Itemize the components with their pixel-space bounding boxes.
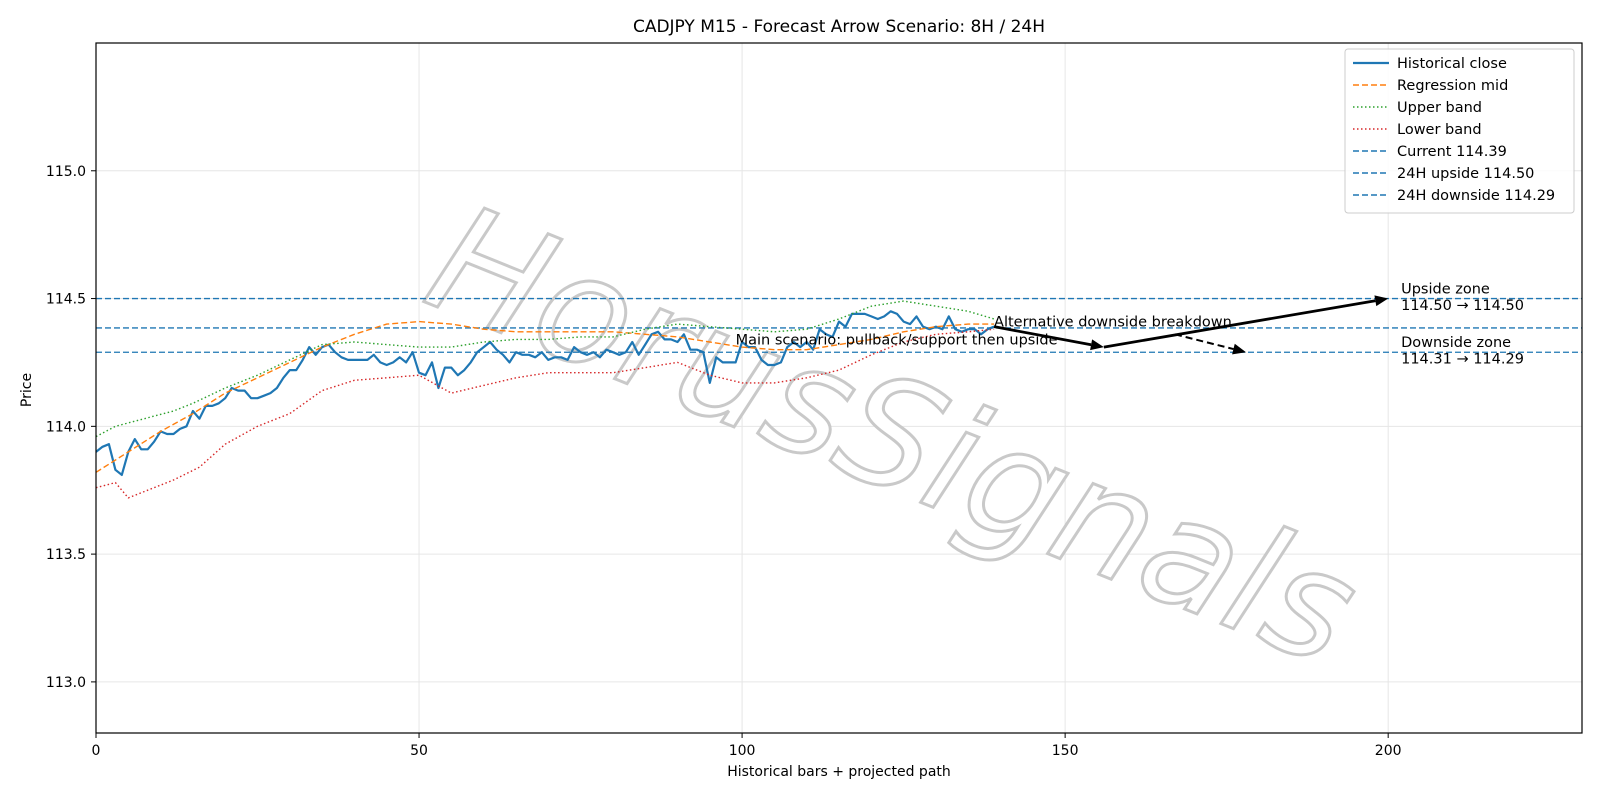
reference-lines: [96, 297, 1582, 353]
legend: Historical close Regression mid Upper band…: [1344, 48, 1575, 214]
legend-label-5: 24H upside 114.50: [1397, 166, 1534, 182]
annotation-downside: Downside zone 114.31 → 114.29: [1401, 335, 1524, 368]
arrow-head-2: [1232, 343, 1247, 355]
legend-label-6: 24H downside 114.29: [1397, 188, 1555, 204]
series-line-0: [95, 310, 995, 476]
y-tick-label: 114.0: [46, 419, 86, 435]
series-layer: [95, 300, 995, 499]
y-tick-label: 115.0: [46, 164, 86, 180]
x-tick-label: 100: [729, 743, 756, 759]
x-tick-label: 150: [1052, 743, 1079, 759]
chart-title: CADJPY M15 - Forecast Arrow Scenario: 8H…: [633, 17, 1045, 37]
arrow-head-0: [1090, 339, 1104, 351]
y-axis-label: Price: [19, 373, 35, 407]
y-tick-label: 114.5: [46, 292, 86, 308]
legend-label-0: Historical close: [1397, 56, 1507, 72]
x-tick-label: 200: [1375, 743, 1402, 759]
arrow-shaft-0: [993, 325, 1092, 347]
series-line-1: [95, 320, 995, 473]
arrow-shaft-2: [1174, 333, 1234, 351]
arrow-shaft-1: [1103, 299, 1376, 349]
annotations: Main scenario: pullback/support then ups…: [736, 281, 1524, 367]
x-tick-label: 0: [92, 743, 101, 759]
annotation-alt: Alternative downside breakdown: [994, 315, 1232, 331]
legend-box: [1344, 48, 1575, 214]
legend-label-2: Upper band: [1397, 100, 1482, 116]
legend-label-1: Regression mid: [1397, 78, 1508, 94]
scenario-arrows: [993, 295, 1389, 355]
legend-label-3: Lower band: [1397, 122, 1482, 138]
plot-frame: [95, 42, 1583, 734]
annotation-main: Main scenario: pullback/support then ups…: [736, 333, 1058, 349]
x-tick-label: 50: [410, 743, 428, 759]
x-axis-label: Historical bars + projected path: [727, 764, 951, 780]
annotation-upside: Upside zone 114.50 → 114.50: [1401, 281, 1524, 314]
y-tick-label: 113.5: [46, 547, 86, 563]
y-axis-ticks: 113.0 113.5 114.0 114.5 115.0: [46, 164, 96, 691]
legend-label-4: Current 114.39: [1397, 144, 1507, 160]
y-tick-label: 113.0: [46, 675, 86, 691]
arrow-head-1: [1374, 295, 1389, 307]
x-axis-ticks: 0 50 100 150 200: [92, 733, 1402, 759]
